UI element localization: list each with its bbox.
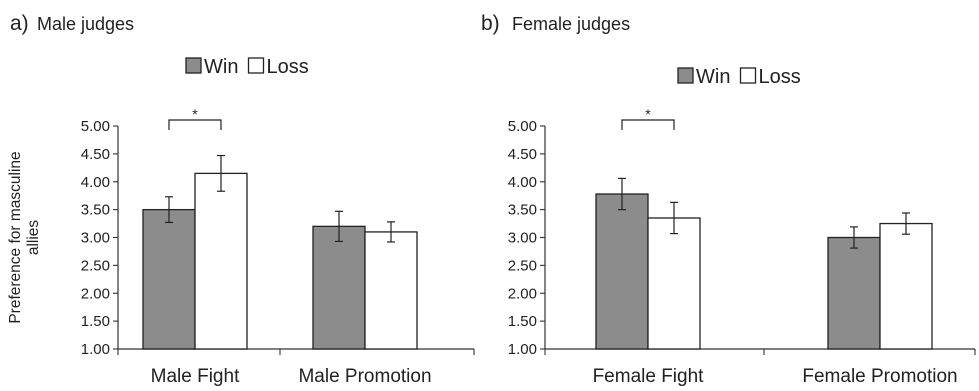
significance-bracket — [621, 119, 675, 130]
y-tick-label: 5.00 — [508, 118, 537, 135]
bar-loss — [647, 217, 701, 350]
panel-label: b) — [481, 12, 500, 35]
legend-label: Loss — [267, 56, 309, 78]
legend-swatch-loss — [247, 57, 265, 74]
legend-swatch-loss — [739, 67, 757, 84]
x-category-label: Male Promotion — [298, 366, 431, 387]
y-tick-label: 3.00 — [81, 230, 110, 247]
legend-swatch-win — [677, 67, 694, 84]
significance-bracket — [168, 119, 222, 130]
y-tick-label: 3.50 — [508, 202, 537, 219]
y-tick-label: 4.00 — [508, 174, 537, 191]
y-tick-label: 1.50 — [508, 313, 537, 330]
x-category-label: Female Fight — [593, 366, 705, 387]
panel-label: a) — [10, 12, 29, 35]
y-tick-label: 1.50 — [81, 313, 110, 330]
y-tick-label: 2.50 — [508, 257, 537, 274]
y-axis-label-line: allies — [25, 220, 42, 256]
y-tick-label: 2.50 — [81, 257, 110, 274]
panel-a: a) Male judges 1.00 1.50 2.00 2.50 3.00 3.50 4.0… — [7, 12, 475, 387]
y-tick-label: 2.00 — [81, 285, 110, 302]
y-tick-label: 3.00 — [508, 230, 537, 247]
bar-loss — [364, 231, 418, 350]
y-tick-label: 1.00 — [508, 341, 537, 358]
legend-swatch-win — [185, 57, 202, 74]
legend-label: Win — [696, 66, 730, 88]
x-category-label: Male Fight — [151, 366, 240, 387]
bar-win — [595, 193, 649, 350]
y-tick-label: 3.50 — [81, 202, 110, 219]
bar-win — [312, 225, 366, 350]
panel-title: Male judges — [37, 14, 134, 34]
y-axis-label: Preference for masculine allies — [7, 151, 42, 323]
y-tick-label: 4.00 — [81, 174, 110, 191]
panel-title: Female judges — [512, 14, 630, 34]
y-tick-label: 4.50 — [81, 146, 110, 163]
bar-win — [142, 208, 196, 350]
bar-loss — [194, 172, 248, 350]
y-tick-label: 2.00 — [508, 285, 537, 302]
panel-b: b) Female judges 1.00 1.50 2.00 2.50 3.00 3.50 4… — [481, 12, 976, 387]
significance-star: * — [192, 106, 198, 122]
y-tick-label: 1.00 — [81, 341, 110, 358]
bar-win — [827, 236, 881, 350]
legend-label: Win — [204, 56, 238, 78]
y-tick-label: 5.00 — [81, 118, 110, 135]
legend-label: Loss — [759, 66, 801, 88]
significance-star: * — [645, 106, 651, 122]
x-category-label: Female Promotion — [802, 366, 957, 387]
y-axis-label-line: Preference for masculine — [7, 151, 24, 323]
y-tick-label: 4.50 — [508, 146, 537, 163]
bar-loss — [879, 222, 933, 350]
